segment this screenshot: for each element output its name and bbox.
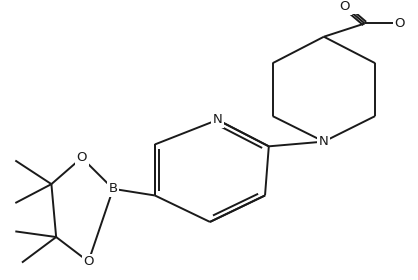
Text: O: O — [395, 17, 405, 30]
Text: B: B — [109, 182, 118, 195]
Text: O: O — [76, 151, 87, 164]
Text: N: N — [213, 113, 222, 126]
Text: O: O — [339, 0, 350, 13]
Text: N: N — [319, 135, 329, 148]
Text: O: O — [83, 255, 94, 268]
